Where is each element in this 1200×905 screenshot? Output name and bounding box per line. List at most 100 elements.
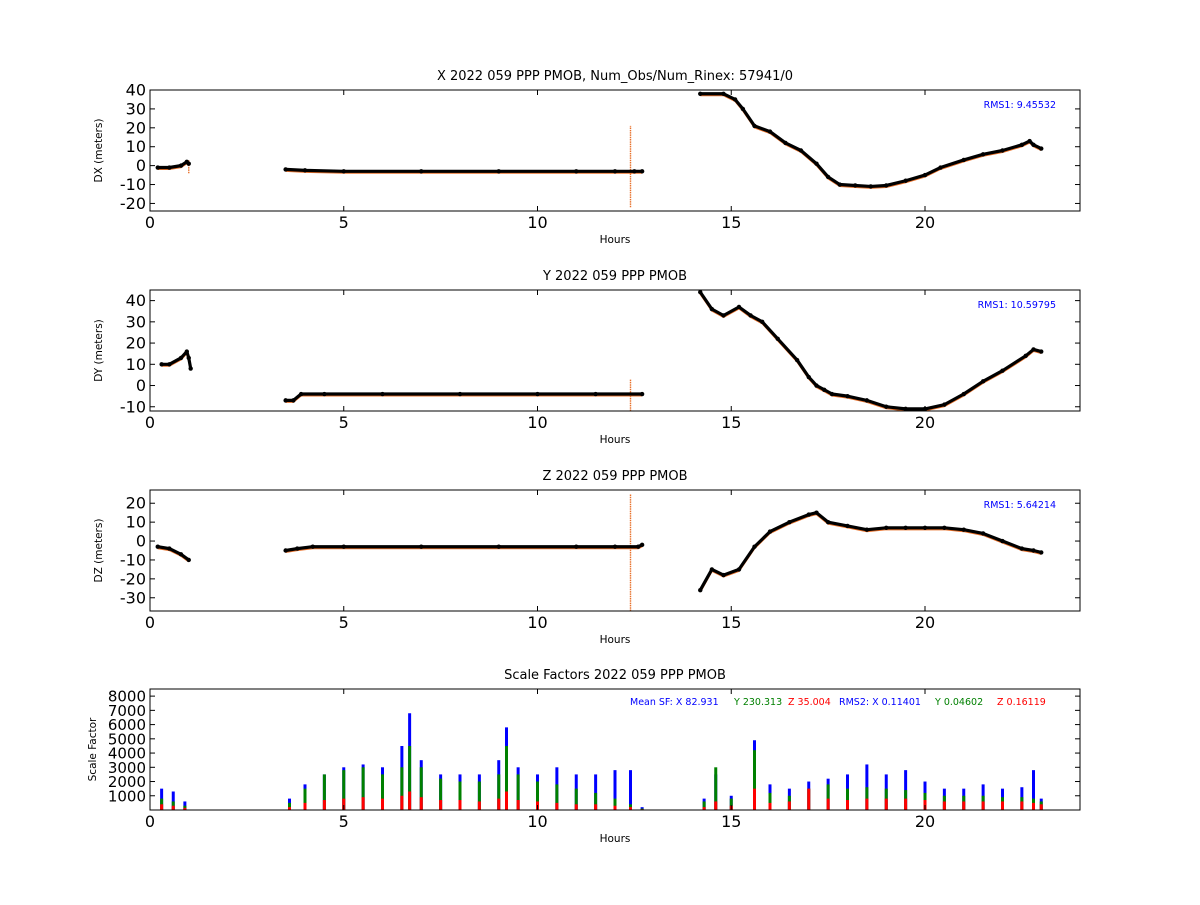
data-point <box>283 548 288 553</box>
x-tick-label: 5 <box>339 613 349 632</box>
data-point <box>283 398 288 403</box>
data-point <box>310 544 315 549</box>
data-point <box>632 169 637 174</box>
data-layer <box>155 493 1044 611</box>
y-tick-label: 1000 <box>108 787 146 805</box>
data-point <box>380 391 385 397</box>
data-point <box>612 169 618 174</box>
y-tick-label: 7000 <box>108 702 146 720</box>
data-point <box>884 404 889 409</box>
data-point <box>961 391 966 397</box>
y-tick-label: 6000 <box>108 716 146 734</box>
series-line-3 <box>698 291 1042 411</box>
data-point <box>322 391 327 397</box>
x-tick-label: 20 <box>915 413 935 432</box>
data-point <box>837 182 842 187</box>
data-point <box>736 304 742 310</box>
data-point <box>535 391 540 397</box>
y-tick-label: -20 <box>120 194 146 213</box>
data-point <box>1039 550 1044 555</box>
plot-frame <box>149 688 1081 811</box>
data-point <box>767 129 773 134</box>
data-point <box>961 527 966 532</box>
data-layer <box>159 290 1044 411</box>
x-tick-label: 15 <box>721 812 741 831</box>
data-point <box>291 398 296 403</box>
y-tick-label: 40 <box>126 291 146 310</box>
mean-sf-x: Mean SF: X 82.931 <box>630 697 719 708</box>
y-tick-label: -20 <box>120 569 146 588</box>
data-point <box>283 167 288 172</box>
data-point <box>922 525 928 531</box>
x-tick-label: 20 <box>915 213 935 232</box>
x-tick-label: 15 <box>721 613 741 632</box>
y-tick-label: 20 <box>126 118 146 137</box>
data-point <box>178 552 184 557</box>
y-tick-label: -10 <box>120 175 146 194</box>
data-point <box>825 519 831 525</box>
panel-title: Z 2022 059 PPP PMOB <box>542 469 687 484</box>
data-point <box>419 544 424 549</box>
data-point <box>748 313 753 318</box>
data-point <box>732 97 738 102</box>
data-point <box>184 349 190 354</box>
data-point <box>593 391 598 397</box>
data-point <box>186 557 191 563</box>
data-point <box>709 306 715 312</box>
data-point <box>822 387 827 392</box>
data-point <box>980 379 986 384</box>
data-point <box>574 169 579 174</box>
series-line-3 <box>698 511 1042 591</box>
series-line-2 <box>285 543 643 553</box>
data-point <box>864 527 870 532</box>
y-tick-label: -30 <box>120 588 146 607</box>
y-tick-label: 5000 <box>108 730 146 748</box>
data-point <box>298 391 304 397</box>
mean-sf-z: Z 35.004 <box>788 697 831 708</box>
data-point <box>787 519 792 525</box>
data-point <box>794 357 800 363</box>
data-point <box>903 178 908 183</box>
data-point <box>295 546 300 551</box>
data-point <box>798 148 804 153</box>
data-point <box>806 512 811 517</box>
x-axis-label: Hours <box>600 434 631 446</box>
data-point <box>1031 548 1036 553</box>
rms-annotation: RMS1: 5.64214 <box>984 500 1056 511</box>
x-tick-label: 0 <box>145 812 155 831</box>
data-point <box>419 169 424 174</box>
data-point <box>814 383 819 388</box>
series-line-1 <box>157 545 190 562</box>
data-point <box>1031 142 1036 148</box>
rms2-y: Y 0.04602 <box>934 697 983 708</box>
x-tick-label: 10 <box>527 613 547 632</box>
x-axis-label: Hours <box>600 833 631 845</box>
data-point <box>496 169 501 174</box>
data-point <box>496 544 501 549</box>
data-point <box>1000 538 1005 544</box>
data-point <box>1000 368 1005 373</box>
data-layer <box>155 91 1044 208</box>
data-point <box>767 529 773 534</box>
x-tick-label: 0 <box>145 613 155 632</box>
data-point <box>698 91 703 96</box>
panel-title: X 2022 059 PPP PMOB, Num_Obs/Num_Rinex: … <box>437 69 793 84</box>
data-point <box>864 398 870 403</box>
data-point <box>903 525 908 531</box>
series-line-3 <box>700 92 1042 189</box>
data-point <box>829 391 835 397</box>
data-point <box>167 165 172 170</box>
data-point <box>806 374 811 380</box>
data-point <box>884 525 889 531</box>
data-point <box>636 544 641 549</box>
x-tick-label: 10 <box>527 213 547 232</box>
data-point <box>884 183 889 188</box>
x-tick-label: 0 <box>145 413 155 432</box>
plot-frame <box>149 89 1081 212</box>
data-point <box>868 184 873 189</box>
data-point <box>961 157 966 163</box>
data-point <box>942 525 947 531</box>
